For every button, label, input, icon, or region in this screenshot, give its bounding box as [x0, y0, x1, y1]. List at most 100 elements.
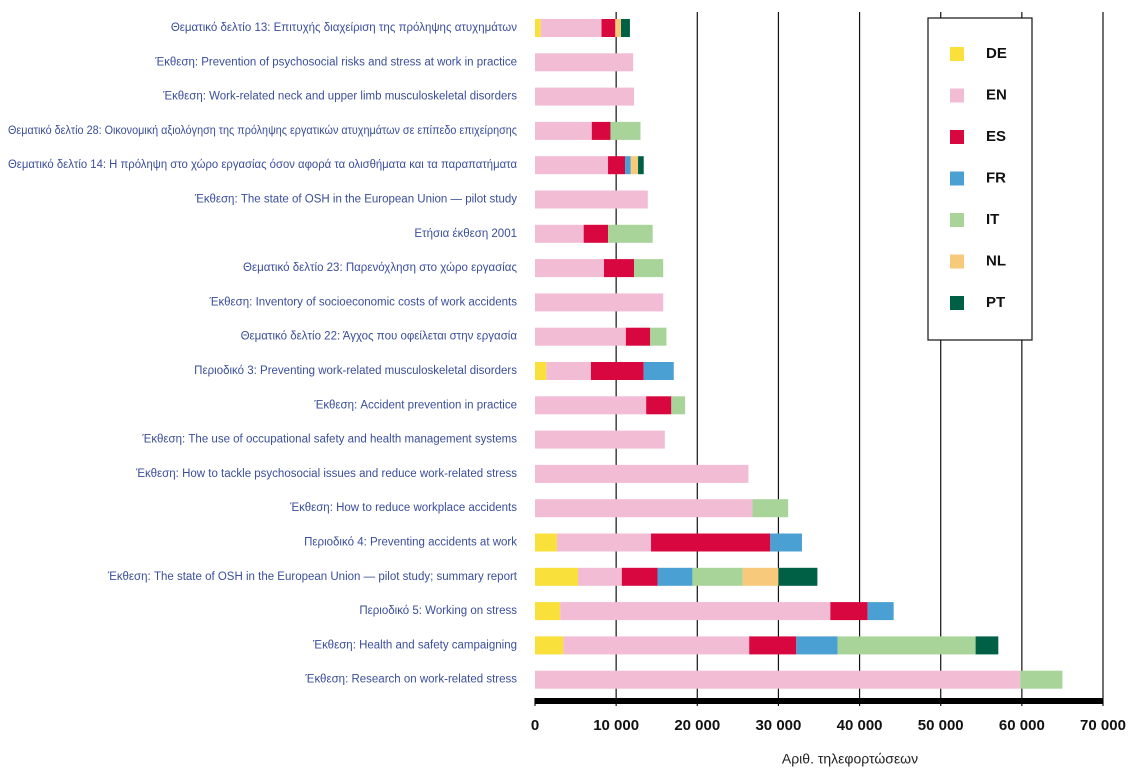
- legend-label: FR: [986, 169, 1006, 186]
- bar-segment: [535, 87, 634, 106]
- category-label: Ετήσια έκθεση 2001: [414, 228, 517, 240]
- bar-segment: [671, 396, 686, 415]
- category-label: Περιοδικό 3: Preventing work-related mus…: [194, 365, 517, 377]
- bar-segment: [535, 190, 648, 209]
- bar-segment: [615, 19, 622, 37]
- bar-segment: [742, 567, 779, 586]
- category-label: Περιοδικό 4: Preventing accidents at wor…: [304, 537, 517, 549]
- x-tick-label: 70 000: [1080, 717, 1126, 734]
- bar-segment: [590, 362, 644, 380]
- bar-segment: [610, 121, 641, 140]
- category-label: Περιοδικό 5: Working on stress: [359, 605, 517, 617]
- bar-segment: [638, 156, 644, 175]
- bar-segment: [578, 567, 622, 586]
- bar-segment: [560, 602, 831, 621]
- category-label: Έκθεση: Research on work-related stress: [304, 674, 517, 686]
- bar-segment: [830, 602, 868, 621]
- bar-segment: [608, 224, 653, 243]
- legend-swatch: [950, 130, 964, 144]
- bar-segment: [535, 259, 604, 278]
- bar-segment: [535, 430, 665, 449]
- bar-segment: [535, 53, 634, 72]
- x-axis: [535, 698, 1103, 704]
- legend-swatch: [950, 88, 964, 103]
- bar-segment: [770, 533, 802, 552]
- bar-segment: [535, 327, 626, 346]
- bar-segment: [603, 259, 634, 278]
- bar-segment: [657, 567, 693, 586]
- bar-segment: [867, 602, 894, 621]
- bar-segment: [535, 362, 547, 380]
- bar-segment: [535, 396, 647, 415]
- bar-segment: [630, 156, 639, 175]
- bar-segment: [650, 327, 667, 346]
- bar-segment: [563, 636, 750, 655]
- bar-segment: [837, 636, 976, 655]
- category-label: Έκθεση: Prevention of psychosocial risks…: [154, 56, 517, 68]
- bar-segment: [651, 533, 771, 552]
- category-label: Θεματικό δελτίο 14: Η πρόληψη στο χώρο ε…: [8, 159, 517, 171]
- x-tick-label: 0: [531, 717, 539, 734]
- legend-swatch: [950, 213, 964, 227]
- x-tick-label: 60 000: [999, 717, 1045, 734]
- bar-segment: [556, 533, 652, 552]
- bar-segment: [535, 464, 749, 483]
- legend-box: [927, 17, 1033, 341]
- category-label: Έκθεση: Accident prevention in practice: [313, 399, 517, 411]
- category-label: Έκθεση: The state of OSH in the European…: [194, 194, 517, 206]
- bar-segment: [583, 224, 609, 243]
- bar-segment: [591, 121, 611, 140]
- legend-label: IT: [986, 211, 999, 228]
- bar-segment: [535, 533, 557, 552]
- category-label: Έκθεση: How to tackle psychosocial issue…: [135, 468, 517, 480]
- category-label: Έκθεση: Inventory of socioeconomic costs…: [209, 296, 518, 308]
- legend-label: NL: [986, 252, 1006, 269]
- category-label: Θεματικό δελτίο 28: Οικονομική αξιολόγησ…: [8, 125, 517, 137]
- bar-segment: [749, 636, 797, 655]
- bar-segment: [643, 362, 674, 380]
- bar-segment: [535, 224, 584, 243]
- bar-segment: [621, 19, 630, 37]
- bar-segment: [608, 156, 626, 175]
- bar-segment: [646, 396, 672, 415]
- x-tick-label: 30 000: [755, 717, 801, 734]
- bar-segment: [621, 567, 658, 586]
- legend-swatch: [950, 47, 964, 61]
- x-tick-label: 50 000: [918, 717, 964, 734]
- x-tick-label: 20 000: [674, 717, 720, 734]
- legend-swatch: [950, 171, 964, 186]
- bar-segment: [625, 156, 631, 175]
- legend-swatch: [950, 254, 964, 269]
- legend-label: DE: [986, 45, 1007, 62]
- bars: [535, 19, 1063, 689]
- bar-segment: [535, 293, 664, 312]
- bar-segment: [752, 499, 789, 518]
- bar-segment: [535, 670, 1021, 689]
- bar-segment: [535, 121, 592, 140]
- bar-segment: [692, 567, 743, 586]
- category-label: Έκθεση: The state of OSH in the European…: [107, 571, 518, 583]
- bar-segment: [535, 19, 541, 37]
- legend-label: EN: [986, 86, 1007, 103]
- category-label: Έκθεση: The use of occupational safety a…: [141, 434, 517, 446]
- bar-segment: [535, 602, 561, 621]
- x-tick-label: 40 000: [837, 717, 883, 734]
- legend-swatch: [950, 296, 964, 310]
- x-axis-label: Αριθ. τηλεφορτώσεων: [782, 751, 918, 767]
- bar-segment: [540, 19, 602, 37]
- bar-segment: [601, 19, 616, 37]
- bar-segment: [535, 567, 579, 586]
- category-label: Έκθεση: How to reduce workplace accident…: [289, 502, 517, 514]
- bar-segment: [535, 156, 609, 175]
- category-label: Θεματικό δελτίο 13: Επιτυχής διαχείριση …: [171, 22, 517, 34]
- x-tick-label: 10 000: [593, 717, 639, 734]
- bar-segment: [975, 636, 999, 655]
- category-label: Έκθεση: Health and safety campaigning: [312, 639, 517, 651]
- bar-segment: [546, 362, 591, 380]
- bar-segment: [778, 567, 818, 586]
- bar-segment: [796, 636, 838, 655]
- legend-label: PT: [986, 294, 1005, 311]
- legend-label: ES: [986, 128, 1006, 145]
- bar-segment: [633, 259, 664, 278]
- bar-segment: [535, 499, 753, 518]
